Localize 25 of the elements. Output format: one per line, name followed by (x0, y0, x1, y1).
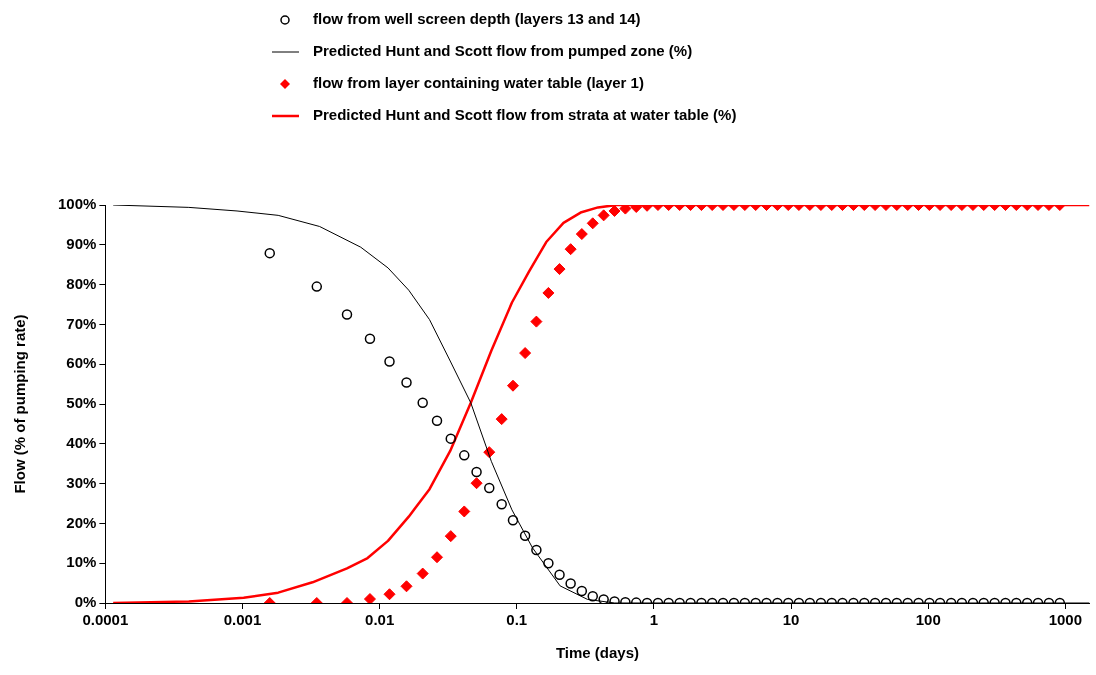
y-tick-label: 30% (66, 473, 97, 491)
x-axis-title: Time (days) (555, 644, 639, 662)
y-tick-label: 20% (66, 513, 97, 531)
x-tick-label: 0.1 (506, 611, 528, 629)
y-tick-label: 50% (66, 394, 97, 412)
legend-label: Predicted Hunt and Scott flow from pumped zone (%) (313, 42, 693, 60)
y-tick-label: 10% (66, 553, 97, 571)
y-tick-label: 100% (57, 195, 97, 213)
x-tick-label: 100 (915, 611, 941, 629)
x-tick-label: 1 (649, 611, 659, 629)
y-axis-title: Flow (% of pumping rate) (11, 314, 29, 494)
y-tick-label: 40% (66, 433, 97, 451)
y-tick-label: 70% (66, 314, 97, 332)
x-tick-label: 0.0001 (82, 611, 129, 629)
legend-label: flow from layer containing water table (layer 1) (313, 74, 644, 92)
y-tick-label: 0% (74, 593, 97, 611)
legend-label: Predicted Hunt and Scott flow from strata at water table (%) (313, 106, 737, 124)
x-tick-label: 1000 (1048, 611, 1083, 629)
y-tick-label: 60% (66, 354, 97, 372)
x-tick-label: 0.01 (365, 611, 395, 629)
x-tick-label: 0.001 (223, 611, 262, 629)
x-tick-label: 10 (782, 611, 800, 629)
y-tick-label: 90% (66, 234, 97, 252)
y-tick-label: 80% (66, 274, 97, 292)
legend-label: flow from well screen depth (layers 13 and 14) (313, 10, 641, 28)
